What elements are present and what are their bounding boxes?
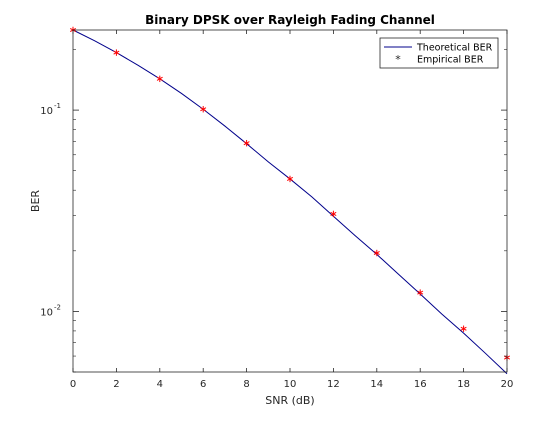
x-tick-label: 20 (501, 379, 514, 390)
empirical-ber-point (243, 139, 250, 147)
legend-marker-empirical: * (395, 53, 401, 66)
x-tick-label: 16 (414, 379, 427, 390)
empirical-ber-point (373, 249, 380, 257)
x-tick-label: 14 (370, 379, 383, 390)
x-tick-label: 0 (70, 379, 76, 390)
y-tick-label: 10 (40, 106, 53, 117)
empirical-ber-point (417, 289, 424, 296)
x-tick-label: 12 (327, 379, 340, 390)
empirical-ber-point (156, 75, 163, 83)
empirical-ber-point (200, 106, 207, 113)
empirical-ber-point (113, 49, 120, 56)
y-tick-exponent: -2 (54, 303, 61, 311)
x-tick-label: 18 (457, 379, 470, 390)
empirical-ber-point (286, 175, 294, 183)
y-tick-exponent: -1 (54, 102, 61, 110)
x-tick-label: 2 (113, 379, 119, 390)
x-tick-label: 6 (200, 379, 206, 390)
y-axis-label: BER (29, 190, 42, 212)
legend-box (379, 37, 499, 69)
legend-label-empirical: Empirical BER (417, 55, 484, 66)
y-tick-label: 10 (40, 307, 53, 318)
legend-label-theoretical: Theoretical BER (416, 43, 493, 54)
chart-title: Binary DPSK over Rayleigh Fading Channel (145, 13, 435, 27)
x-tick-label: 4 (157, 379, 163, 390)
empirical-ber-point (460, 325, 467, 332)
legend: Theoretical BER * Empirical BER (379, 37, 499, 69)
empirical-ber-point (330, 210, 337, 218)
x-tick-label: 10 (284, 379, 297, 390)
plot-area (73, 30, 507, 372)
x-axis-label: SNR (dB) (265, 394, 314, 407)
x-tick-label: 8 (243, 379, 249, 390)
